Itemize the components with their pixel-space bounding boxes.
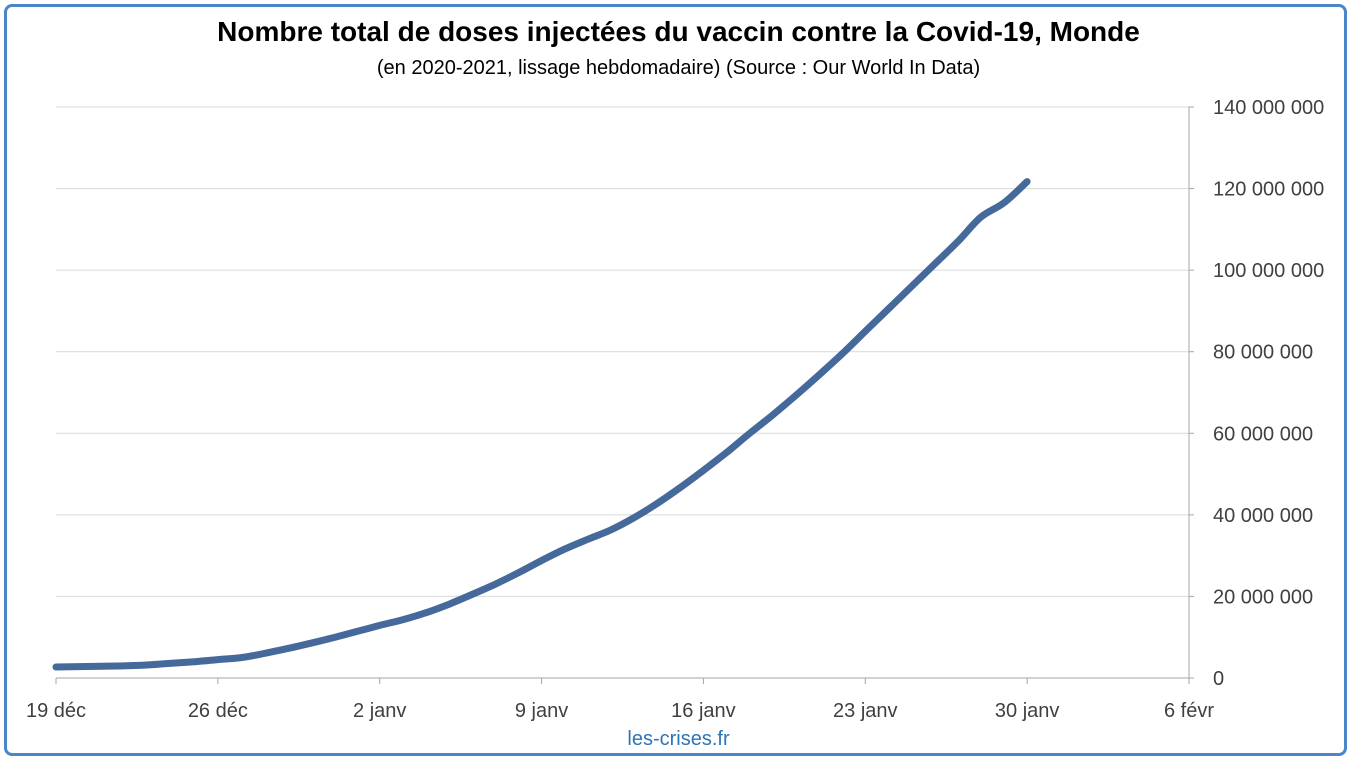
data-point [795, 395, 796, 396]
x-tick-label: 9 janv [515, 700, 568, 722]
y-tick-label: 0 [1213, 668, 1224, 690]
data-point [287, 648, 288, 649]
data-point [264, 653, 265, 654]
data-point [680, 487, 681, 488]
chart-frame [4, 4, 1347, 756]
data-point [634, 517, 635, 518]
gridlines [56, 106, 1189, 597]
data-point [911, 286, 912, 287]
y-tick-label: 80 000 000 [1213, 342, 1313, 364]
data-point [842, 353, 843, 354]
data-point [125, 665, 126, 666]
series-group [52, 178, 1031, 671]
data-point [518, 572, 519, 573]
data-point [402, 619, 403, 620]
data-point [541, 560, 542, 561]
data-point [957, 241, 958, 242]
data-point [819, 375, 820, 376]
data-point [703, 470, 704, 471]
data-point [148, 664, 149, 665]
y-tick-label: 20 000 000 [1213, 586, 1313, 608]
data-point [356, 631, 357, 632]
data-point [102, 666, 103, 667]
x-tick-label: 6 févr [1164, 700, 1214, 722]
data-point [217, 659, 218, 660]
data-point [495, 584, 496, 585]
data-point [171, 663, 172, 664]
data-point [934, 264, 935, 265]
x-tick-label: 2 janv [353, 700, 406, 722]
data-point [1027, 181, 1028, 182]
y-tick-label: 120 000 000 [1213, 179, 1324, 201]
data-point [79, 666, 80, 667]
watermark: les-crises.fr [627, 728, 730, 750]
data-point [610, 529, 611, 530]
chart-title: Nombre total de doses injectées du vacci… [217, 16, 1140, 47]
data-point [888, 308, 889, 309]
y-tick-label: 40 000 000 [1213, 505, 1313, 527]
data-point [980, 217, 981, 218]
y-tick-label: 100 000 000 [1213, 260, 1324, 282]
y-tick-label: 140 000 000 [1213, 97, 1324, 119]
y-axis-tick-labels: 0 20 000 000 40 000 000 60 000 000 80 000 00… [1213, 97, 1324, 690]
data-point [333, 637, 334, 638]
data-point [426, 612, 427, 613]
x-tick-label: 23 janv [833, 700, 898, 722]
x-tick-label: 30 janv [995, 700, 1060, 722]
data-point [449, 604, 450, 605]
data-point [587, 539, 588, 540]
data-point [194, 661, 195, 662]
chart-subtitle: (en 2020-2021, lissage hebdomadaire) (So… [376, 57, 981, 79]
x-tick-label: 19 déc [26, 700, 86, 722]
data-point [726, 452, 727, 453]
data-point [564, 549, 565, 550]
data-point [865, 331, 866, 332]
data-point [241, 657, 242, 658]
data-point [657, 503, 658, 504]
series-line-0 [52, 178, 1031, 671]
axes [55, 106, 1194, 684]
x-axis-tick-labels: 19 déc 26 déc 2 janv 9 janv 16 janv 23 janv 30… [26, 700, 1214, 722]
data-point [379, 625, 380, 626]
data-point [56, 667, 57, 668]
data-point [310, 643, 311, 644]
x-tick-label: 26 déc [188, 700, 248, 722]
data-point [472, 594, 473, 595]
x-tick-label: 16 janv [671, 700, 736, 722]
data-point [1004, 202, 1005, 203]
data-point [749, 433, 750, 434]
y-tick-label: 60 000 000 [1213, 423, 1313, 445]
data-point [772, 414, 773, 415]
